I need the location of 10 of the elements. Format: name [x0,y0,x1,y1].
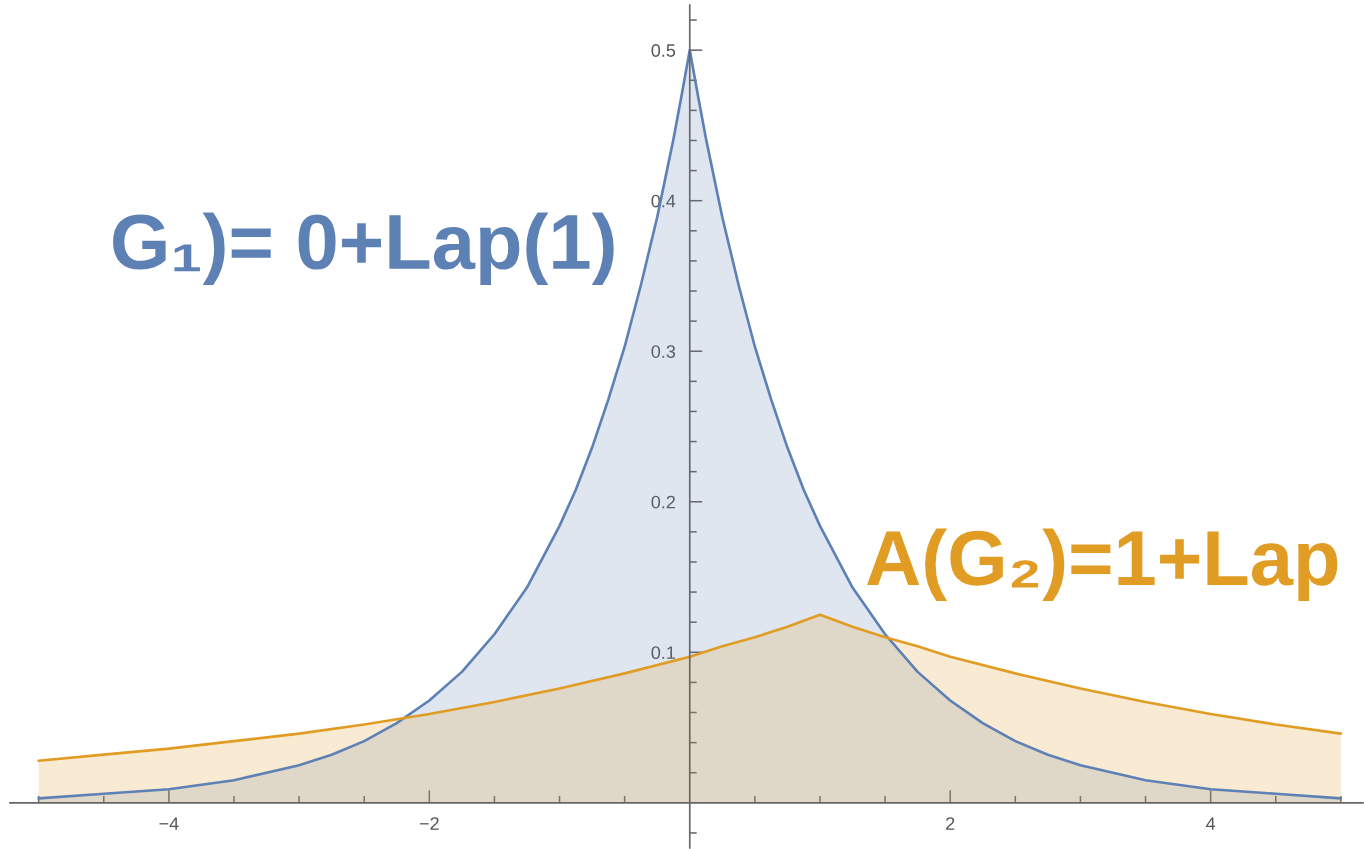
y-tick-label: 0.3 [651,345,676,358]
y-tick-label: 0.2 [651,495,675,509]
y-tick-label: 0.5 [651,44,676,57]
y-tick-label: 0.1 [651,646,675,660]
series-label: A(G₂)=1+Lap [867,528,1338,602]
x-tick-label: −4 [159,817,179,830]
x-tick-label: 2 [946,817,955,830]
x-tick-label: −2 [419,817,439,830]
x-tick-label: 4 [1206,817,1216,830]
series-label: G₁)= 0+Lap(1) [113,212,614,285]
